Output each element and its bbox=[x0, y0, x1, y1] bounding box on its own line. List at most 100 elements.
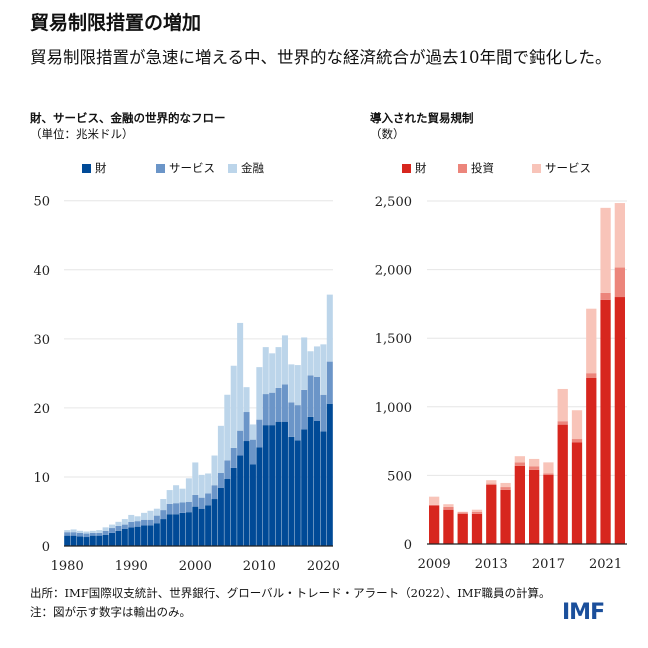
bar-segment bbox=[571, 439, 583, 443]
bar-segment bbox=[211, 485, 218, 500]
bar-segment bbox=[500, 489, 511, 544]
y-tick-label: 0 bbox=[42, 540, 50, 555]
bar-segment bbox=[147, 525, 154, 546]
bar-segment bbox=[313, 421, 320, 546]
bar-segment bbox=[457, 512, 468, 514]
right-chart-title: 導入された貿易規制 bbox=[370, 111, 474, 125]
bar-segment bbox=[115, 521, 122, 526]
bar-segment bbox=[249, 464, 256, 546]
bar-segment bbox=[205, 505, 212, 546]
bar-segment bbox=[275, 347, 282, 388]
x-tick-label: 1990 bbox=[115, 559, 148, 574]
x-tick-label: 2000 bbox=[179, 559, 212, 574]
bar-segment bbox=[288, 364, 295, 403]
bar-segment bbox=[153, 515, 160, 524]
bar-segment bbox=[77, 536, 84, 546]
legend-item-services: サービス bbox=[532, 160, 591, 176]
bar-segment bbox=[571, 442, 583, 544]
bar-segment bbox=[128, 514, 135, 522]
bar-segment bbox=[256, 419, 263, 448]
bar-segment bbox=[70, 535, 77, 546]
y-tick-label: 2,500 bbox=[375, 195, 412, 210]
bar-segment bbox=[471, 511, 483, 514]
x-tick-label: 2009 bbox=[418, 557, 451, 572]
bar-segment bbox=[185, 501, 192, 513]
bar-segment bbox=[128, 521, 135, 528]
bar-segment bbox=[486, 480, 497, 484]
bar-segment bbox=[217, 487, 224, 546]
bar-segment bbox=[121, 524, 128, 529]
bar-segment bbox=[160, 499, 167, 511]
bar-segment bbox=[198, 474, 205, 498]
y-tick-label: 1,500 bbox=[375, 332, 412, 347]
bar-segment bbox=[83, 537, 90, 546]
bar-segment bbox=[586, 308, 597, 374]
bar-segment bbox=[77, 532, 84, 537]
bar-segment bbox=[275, 421, 282, 546]
y-tick-label: 0 bbox=[404, 538, 412, 553]
bar-segment bbox=[443, 506, 454, 510]
legend-swatch bbox=[228, 163, 237, 173]
bar-segment bbox=[307, 375, 314, 417]
bar-segment bbox=[179, 512, 186, 546]
y-tick-label: 500 bbox=[387, 469, 412, 484]
bar-segment bbox=[514, 456, 525, 463]
bar-segment bbox=[83, 531, 90, 534]
bar-segment bbox=[600, 299, 611, 544]
bar-segment bbox=[160, 519, 167, 546]
bar-segment bbox=[443, 509, 454, 544]
y-tick-label: 30 bbox=[33, 333, 50, 348]
left-chart-title: 財、サービス、金融の世界的なフロー bbox=[30, 111, 226, 125]
bar-segment bbox=[294, 440, 301, 546]
bar-segment bbox=[262, 347, 269, 395]
legend-item-finance: 金融 bbox=[228, 160, 264, 176]
bar-segment bbox=[471, 509, 483, 512]
bar-segment bbox=[166, 503, 173, 515]
bar-segment bbox=[281, 421, 288, 546]
bar-segment bbox=[326, 361, 333, 404]
bar-segment bbox=[237, 430, 244, 456]
bar-segment bbox=[224, 394, 231, 461]
bar-segment bbox=[64, 530, 71, 533]
bar-segment bbox=[64, 532, 71, 536]
bar-segment bbox=[313, 376, 320, 422]
y-tick-label: 50 bbox=[33, 195, 50, 210]
footer: 出所：IMF国際収支統計、世界銀行、グローバル・トレード・アラート（2022）、… bbox=[30, 584, 551, 622]
bar-segment bbox=[301, 389, 308, 430]
bar-segment bbox=[486, 485, 497, 544]
bar-segment bbox=[160, 510, 167, 520]
legend-item-goods: 財 bbox=[402, 160, 458, 176]
bar-segment bbox=[185, 512, 192, 546]
bar-segment bbox=[301, 429, 308, 546]
bar-segment bbox=[307, 416, 314, 546]
bar-segment bbox=[500, 482, 511, 488]
bar-segment bbox=[237, 455, 244, 546]
bar-segment bbox=[121, 528, 128, 546]
bar-segment bbox=[243, 441, 250, 546]
bar-segment bbox=[262, 394, 269, 426]
bar-segment bbox=[217, 472, 224, 488]
bar-segment bbox=[89, 535, 96, 546]
left-chart-unit: （単位：兆米ドル） bbox=[30, 127, 134, 141]
bar-segment bbox=[326, 294, 333, 362]
bar-segment bbox=[147, 519, 154, 526]
bar-segment bbox=[166, 490, 173, 504]
bar-segment bbox=[141, 525, 148, 546]
bar-segment bbox=[288, 436, 295, 546]
bar-segment bbox=[275, 387, 282, 422]
footnote: 注：図が示す数字は輸出のみ。 bbox=[30, 605, 191, 619]
bar-segment bbox=[529, 458, 540, 467]
imf-logo: IMF bbox=[562, 600, 605, 625]
bar-segment bbox=[320, 344, 327, 395]
left-legend: 財 サービス 金融 bbox=[82, 160, 264, 176]
bar-segment bbox=[543, 473, 554, 475]
bar-segment bbox=[301, 337, 308, 390]
bar-segment bbox=[262, 425, 269, 546]
bar-segment bbox=[557, 388, 568, 422]
bar-segment bbox=[224, 479, 231, 546]
bar-segment bbox=[457, 513, 468, 544]
bar-segment bbox=[500, 487, 511, 490]
bar-segment bbox=[211, 499, 218, 546]
bar-segment bbox=[243, 412, 250, 442]
